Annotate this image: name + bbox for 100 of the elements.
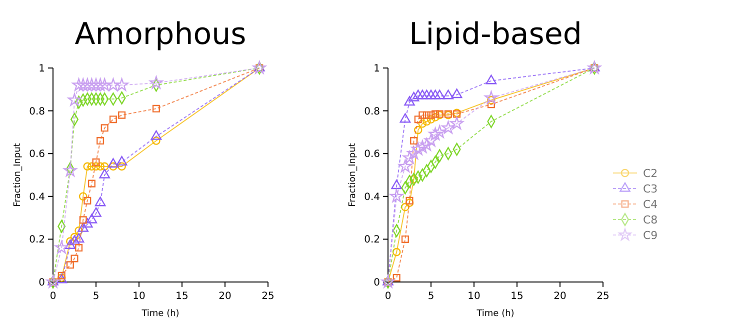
point [92, 158, 100, 166]
point [98, 78, 112, 91]
point [150, 76, 163, 89]
point [75, 244, 83, 252]
point [70, 232, 79, 242]
point [398, 160, 412, 172]
point [390, 189, 404, 202]
point [381, 275, 395, 288]
point [418, 111, 426, 119]
point [431, 113, 440, 122]
legend-label: C3 [643, 182, 658, 196]
point [88, 162, 96, 171]
point [78, 192, 88, 201]
point [424, 134, 438, 146]
x-tick-label: 5 [92, 291, 100, 302]
point [442, 90, 454, 100]
point [100, 162, 109, 171]
x-tick-label: 10 [468, 291, 480, 302]
point [408, 92, 420, 102]
y-tick-label: 0.6 [29, 149, 45, 160]
y-tick-label: 0 [38, 278, 45, 288]
point [96, 162, 104, 171]
point [422, 111, 430, 119]
point [92, 162, 100, 171]
x-tick-label: 15 [510, 291, 524, 302]
point [152, 104, 160, 112]
y-tick-label: 0.6 [364, 149, 380, 160]
y-tick-label: 1 [374, 64, 380, 74]
point [426, 115, 436, 124]
point [432, 125, 446, 138]
point [68, 93, 82, 106]
point [400, 113, 411, 123]
point [416, 140, 430, 153]
point [89, 78, 103, 91]
point [434, 90, 446, 100]
x-tick-label: 20 [218, 291, 232, 302]
point [69, 235, 80, 245]
point [418, 119, 427, 128]
point [74, 226, 83, 235]
chart-title: Amorphous [74, 17, 246, 52]
point [84, 196, 92, 204]
point [427, 111, 435, 119]
point [46, 275, 60, 288]
point [94, 78, 107, 91]
point [118, 162, 126, 171]
point [118, 111, 126, 119]
y-axis-title: Fraction_Input [13, 142, 23, 207]
point [392, 248, 401, 256]
point [64, 239, 76, 249]
point [109, 162, 118, 171]
point [430, 90, 441, 100]
point [432, 110, 440, 118]
legend-label: C8 [643, 214, 658, 226]
x-tick-label: 25 [262, 291, 274, 302]
point [426, 90, 436, 100]
point [414, 126, 422, 134]
point [82, 218, 93, 228]
point [100, 124, 108, 132]
y-tick-label: 0.4 [364, 192, 380, 203]
point [94, 196, 106, 206]
point [401, 202, 410, 212]
point [412, 90, 424, 100]
y-tick-label: 0.8 [364, 106, 380, 118]
point [401, 235, 409, 243]
y-tick-label: 0.2 [29, 234, 45, 246]
x-tick-label: 20 [554, 291, 566, 302]
point [484, 91, 498, 104]
point [150, 130, 162, 140]
legend-label: C9 [643, 229, 658, 242]
point [414, 116, 422, 124]
point [83, 162, 92, 171]
point [392, 274, 400, 282]
x-axis-title: Time (h) [476, 309, 514, 319]
point [58, 272, 66, 280]
point [66, 261, 74, 269]
y-tick-label: 0.8 [29, 106, 45, 118]
point [79, 216, 87, 224]
chart-title: Lipid-based [409, 17, 582, 52]
y-tick-label: 0.4 [29, 192, 45, 203]
point [72, 78, 86, 91]
point [420, 138, 434, 151]
point [442, 120, 455, 134]
point [86, 214, 98, 224]
legend-label: C4 [643, 198, 658, 211]
point [411, 142, 425, 156]
point [73, 233, 84, 243]
x-tick-label: 5 [428, 291, 434, 302]
point [422, 117, 431, 126]
point [66, 237, 74, 246]
point [99, 168, 110, 178]
y-tick-label: 1 [38, 64, 45, 74]
point [109, 116, 117, 124]
point [428, 127, 442, 140]
point [391, 180, 402, 190]
point [106, 78, 120, 91]
y-tick-label: 0 [374, 278, 380, 288]
point [88, 180, 96, 188]
x-tick-label: 0 [384, 291, 392, 302]
x-axis-title: Time (h) [140, 309, 180, 319]
point [416, 90, 428, 100]
